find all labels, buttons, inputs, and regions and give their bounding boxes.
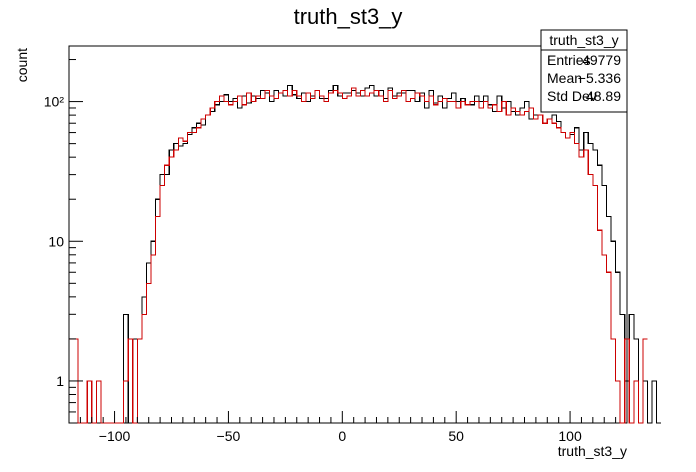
stats-box-title: truth_st3_y bbox=[549, 32, 618, 48]
x-tick-label: −100 bbox=[99, 428, 131, 444]
plot-frame bbox=[68, 45, 628, 424]
y-axis: 1 10 10² bbox=[44, 59, 83, 424]
y-tick-label: 1 bbox=[56, 373, 64, 389]
y-tick-label: 10 bbox=[48, 233, 64, 249]
x-axis-label: truth_st3_y bbox=[558, 443, 627, 459]
histogram-series-group bbox=[69, 85, 662, 424]
stats-box: truth_st3_y Entries 49779 Mean −5.336 St… bbox=[540, 29, 628, 113]
x-tick-label: −50 bbox=[217, 428, 241, 444]
stats-mean-value: −5.336 bbox=[578, 70, 621, 86]
stats-entries-value: 49779 bbox=[582, 52, 621, 68]
x-tick-label: 100 bbox=[558, 428, 582, 444]
y-axis-label: count bbox=[14, 48, 30, 82]
histogram-series-2 bbox=[69, 87, 648, 424]
stats-mean-label: Mean bbox=[547, 70, 582, 86]
y-tick-label: 10² bbox=[44, 94, 65, 110]
stats-stddev-value: 48.89 bbox=[586, 88, 621, 104]
x-tick-label: 0 bbox=[338, 428, 346, 444]
stats-entries-label: Entries bbox=[547, 52, 591, 68]
histogram-series-1 bbox=[69, 85, 662, 424]
x-axis: −100 −50 0 50 100 bbox=[68, 411, 628, 444]
chart-title: truth_st3_y bbox=[294, 4, 403, 29]
x-tick-label: 50 bbox=[448, 428, 464, 444]
stats-stddev-label: Std Dev bbox=[547, 88, 597, 104]
